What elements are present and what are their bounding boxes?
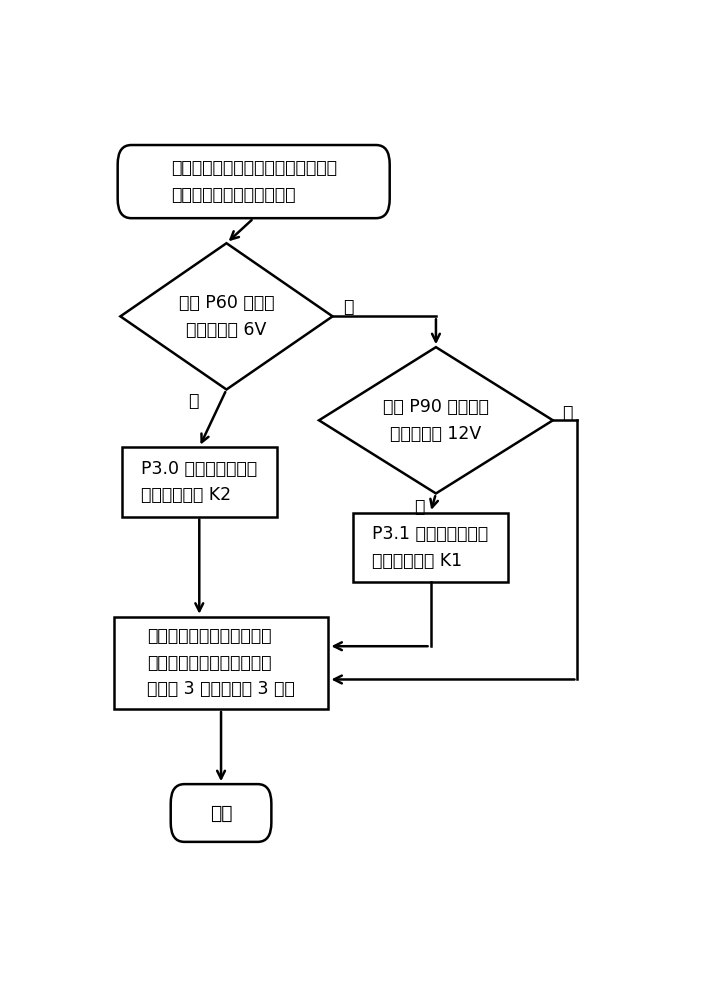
Text: P3.0 输出低电平，关
断自动锁开关 K2: P3.0 输出低电平，关 断自动锁开关 K2 bbox=[141, 460, 258, 504]
Text: 否: 否 bbox=[562, 404, 573, 422]
FancyBboxPatch shape bbox=[171, 784, 272, 842]
Bar bbox=[353, 513, 508, 582]
Polygon shape bbox=[319, 347, 553, 493]
Text: 系统初始化，显示太阳光强度信号，
以及电池组的充放电电压值: 系统初始化，显示太阳光强度信号， 以及电池组的充放电电压值 bbox=[171, 159, 337, 204]
Text: 判断 P60 点的电
压是否低于 6V: 判断 P60 点的电 压是否低于 6V bbox=[179, 294, 274, 339]
Text: 判断 P90 点的电压
是否为低于 12V: 判断 P90 点的电压 是否为低于 12V bbox=[383, 398, 489, 443]
Polygon shape bbox=[121, 243, 333, 389]
Text: 返回: 返回 bbox=[210, 804, 232, 822]
Text: P3.1 输出低电平，关
断自动锁开关 K1: P3.1 输出低电平，关 断自动锁开关 K1 bbox=[373, 525, 489, 570]
Text: 启用备用电池组，并检测太
阳光强度信号，是否要关断
电池组 3 或对电池组 3 充电: 启用备用电池组，并检测太 阳光强度信号，是否要关断 电池组 3 或对电池组 3 … bbox=[147, 627, 295, 698]
Text: 是: 是 bbox=[414, 498, 425, 516]
Bar bbox=[114, 617, 329, 709]
FancyBboxPatch shape bbox=[118, 145, 390, 218]
Text: 否: 否 bbox=[343, 298, 354, 316]
Text: 是: 是 bbox=[188, 392, 199, 410]
Bar bbox=[121, 447, 277, 517]
